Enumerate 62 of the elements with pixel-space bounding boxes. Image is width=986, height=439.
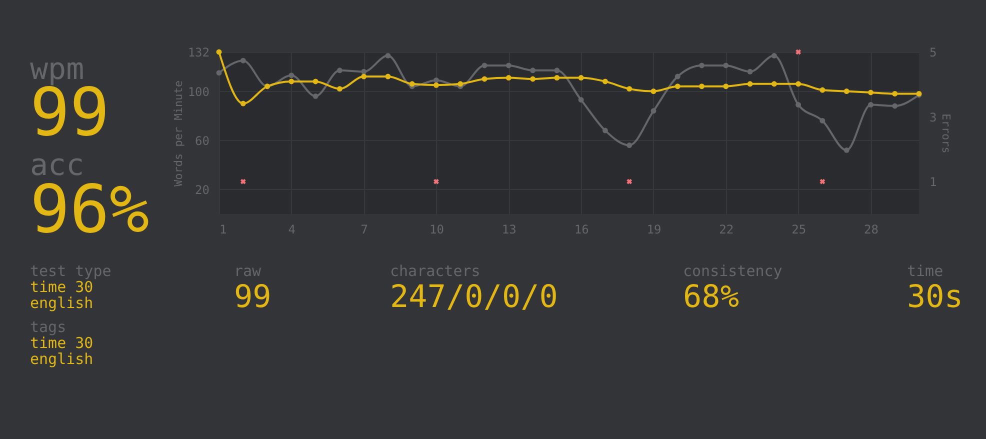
- point: [723, 62, 729, 68]
- point: [602, 128, 608, 134]
- point: [506, 75, 512, 81]
- point: [336, 86, 342, 92]
- point: [385, 52, 391, 58]
- point: [312, 93, 318, 99]
- point: [216, 70, 222, 76]
- point: [626, 86, 632, 92]
- point: [312, 78, 318, 84]
- text: english: [30, 294, 94, 312]
- point: [554, 75, 560, 81]
- point: [723, 84, 729, 90]
- point: [288, 72, 294, 78]
- point: [578, 97, 584, 103]
- point: [747, 81, 753, 87]
- point: [530, 76, 536, 82]
- point: [674, 74, 680, 80]
- point: [336, 68, 342, 74]
- point: [868, 102, 874, 108]
- point: [626, 142, 632, 148]
- point: [482, 62, 488, 68]
- point: [771, 81, 777, 87]
- point: [385, 74, 391, 80]
- point: [361, 68, 367, 74]
- point: [554, 68, 560, 74]
- point: [578, 75, 584, 81]
- text: 247/0/0/0: [390, 279, 558, 315]
- point: [482, 76, 488, 82]
- point: [361, 74, 367, 80]
- point: [699, 84, 704, 90]
- point: [868, 90, 874, 96]
- point: [892, 103, 898, 109]
- point: [650, 88, 656, 94]
- point: [844, 88, 850, 94]
- point: [506, 62, 512, 68]
- text: 99: [234, 279, 272, 315]
- point: [892, 90, 898, 96]
- point: [240, 100, 246, 106]
- point: [796, 81, 802, 87]
- text: 30s: [907, 279, 963, 315]
- point: [434, 77, 439, 83]
- point: [699, 62, 704, 68]
- text: time 30: [30, 334, 94, 352]
- point: [216, 49, 222, 55]
- point: [530, 68, 536, 74]
- point: [747, 68, 753, 74]
- text: 68%: [683, 279, 740, 315]
- point: [820, 118, 826, 124]
- point: [844, 147, 850, 153]
- point: [240, 58, 246, 64]
- point: [771, 52, 777, 58]
- point: [820, 87, 826, 93]
- text: time 30: [30, 278, 94, 296]
- point: [409, 81, 415, 87]
- point: [650, 108, 656, 114]
- point: [288, 78, 294, 84]
- text: english: [30, 350, 94, 368]
- point: [434, 82, 439, 88]
- point: [796, 102, 802, 108]
- point: [602, 78, 608, 84]
- point: [458, 81, 464, 87]
- point: [674, 84, 680, 90]
